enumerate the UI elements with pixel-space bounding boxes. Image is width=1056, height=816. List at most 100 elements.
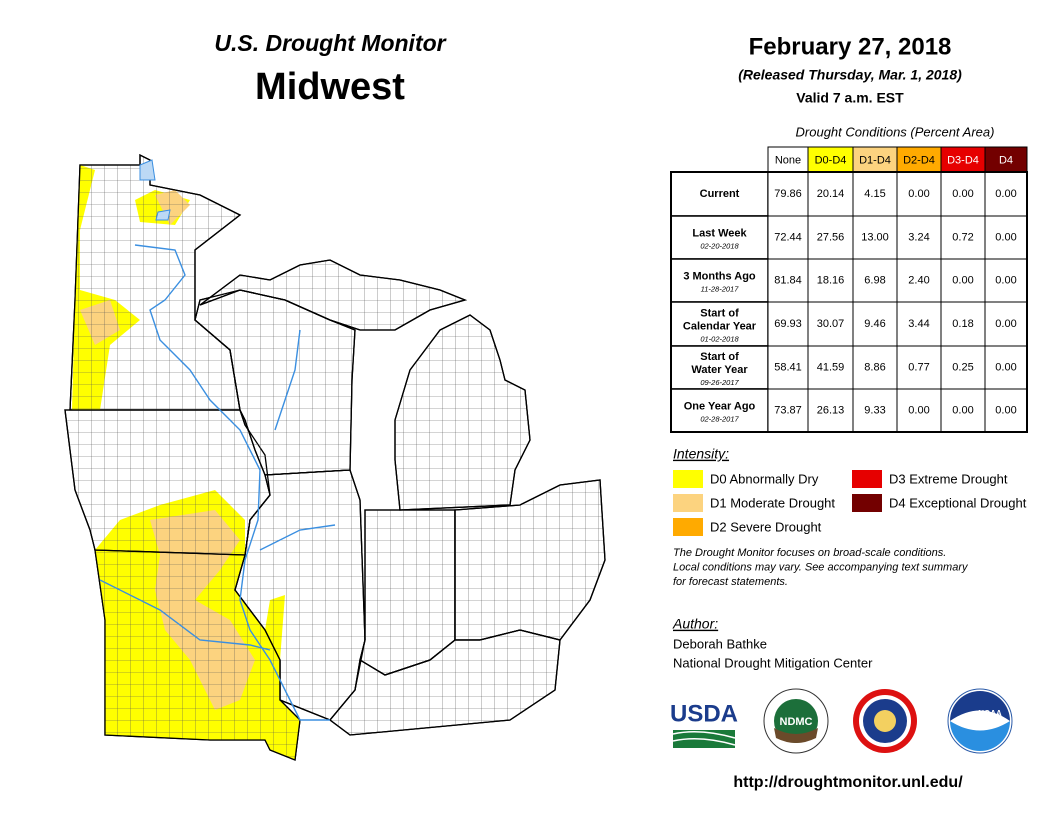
value: 30.07 <box>817 318 845 330</box>
value: 0.00 <box>995 231 1016 243</box>
row-label: Water Year <box>691 364 748 376</box>
value-cell <box>807 345 854 390</box>
legend-title: Intensity: <box>673 446 729 462</box>
value: 0.00 <box>908 404 929 416</box>
region-title: Midwest <box>255 66 405 108</box>
value: 8.86 <box>864 361 885 373</box>
usda-logo-text: USDA <box>670 700 738 727</box>
row-label: Start of <box>700 351 739 363</box>
value-cell <box>852 215 898 260</box>
lakes <box>139 159 171 221</box>
legend-swatch <box>852 494 882 512</box>
legend-label: D1 Moderate Drought <box>710 495 835 510</box>
legend-swatch <box>852 470 882 488</box>
logos <box>672 688 1013 754</box>
row-label-cell <box>670 215 769 260</box>
value: 0.00 <box>952 274 973 286</box>
value-cell <box>940 258 986 303</box>
column-header: D1-D4 <box>859 154 891 166</box>
value-cell <box>852 301 898 347</box>
value-cell <box>767 388 809 433</box>
value: 58.41 <box>774 361 802 373</box>
disclaimer-note: The Drought Monitor focuses on broad-sca… <box>673 547 946 559</box>
value: 0.72 <box>952 231 973 243</box>
value: 18.16 <box>817 274 845 286</box>
author-line: Deborah Bathke <box>673 636 767 651</box>
legend-label: D3 Extreme Drought <box>889 471 1008 486</box>
column-header-cell <box>940 146 986 173</box>
column-header-cell <box>896 146 942 173</box>
legend-label: D0 Abnormally Dry <box>710 471 819 486</box>
value-cell <box>807 301 854 347</box>
value: 3.24 <box>908 231 929 243</box>
county-lines <box>64 153 606 761</box>
value-cell <box>852 388 898 433</box>
value-cell <box>807 258 854 303</box>
value-cell <box>940 171 986 217</box>
row-label: Calendar Year <box>683 320 757 332</box>
noaa-logo-text: NOAA <box>978 709 1002 718</box>
value: 0.18 <box>952 318 973 330</box>
value-cell <box>807 388 854 433</box>
value-cell <box>940 345 986 390</box>
value: 26.13 <box>817 404 845 416</box>
valid-time: Valid 7 a.m. EST <box>796 90 904 106</box>
value: 0.00 <box>995 188 1016 200</box>
value: 79.86 <box>774 188 802 200</box>
value-cell <box>896 388 942 433</box>
disclaimer-note: for forecast statements. <box>673 576 788 588</box>
row-label: 3 Months Ago <box>683 270 756 282</box>
value-cell <box>767 215 809 260</box>
value: 9.46 <box>864 318 885 330</box>
row-label: Current <box>700 188 740 200</box>
row-date: 02-20-2018 <box>700 241 739 250</box>
value: 4.15 <box>864 188 885 200</box>
column-header: D2-D4 <box>903 154 935 166</box>
value: 2.40 <box>908 274 929 286</box>
value-cell <box>940 388 986 433</box>
disclaimer-note: Local conditions may vary. See accompany… <box>673 561 969 573</box>
legend-label: D2 Severe Drought <box>710 519 822 534</box>
program-title: U.S. Drought Monitor <box>214 30 446 56</box>
column-header: D3-D4 <box>947 154 979 166</box>
value-cell <box>984 388 1028 433</box>
value: 3.44 <box>908 318 929 330</box>
legend-swatch <box>673 494 703 512</box>
row-label: Last Week <box>692 227 747 239</box>
value: 0.00 <box>952 404 973 416</box>
value: 0.00 <box>995 274 1016 286</box>
legend-label: D4 Exceptional Drought <box>889 495 1027 510</box>
legend-swatch <box>673 518 703 536</box>
value: 41.59 <box>817 361 845 373</box>
row-label: One Year Ago <box>684 400 756 412</box>
value: 0.00 <box>952 188 973 200</box>
release-date: (Released Thursday, Mar. 1, 2018) <box>738 67 962 83</box>
map-date: February 27, 2018 <box>749 33 952 60</box>
value-cell <box>896 345 942 390</box>
value: 0.25 <box>952 361 973 373</box>
ndmc-logo-text: NDMC <box>780 716 813 728</box>
value: 27.56 <box>817 231 845 243</box>
value-cell <box>984 301 1028 347</box>
value-cell <box>984 258 1028 303</box>
value-cell <box>767 171 809 217</box>
value-cell <box>984 215 1028 260</box>
conditions-table: None D0-D4 D1-D4 D2-D4 D3-D4 D4 Current 79.86 20… <box>670 146 1028 433</box>
value: 81.84 <box>774 274 802 286</box>
legend: Intensity: D0 Abnormally Dry D1 Moderate D… <box>672 446 1027 671</box>
column-header: D0-D4 <box>815 154 847 166</box>
value: 9.33 <box>864 404 885 416</box>
table-caption: Drought Conditions (Percent Area) <box>796 124 995 139</box>
value: 0.00 <box>995 404 1016 416</box>
row-date: 09-26-2017 <box>700 378 739 387</box>
value: 0.77 <box>908 361 929 373</box>
value: 0.00 <box>995 361 1016 373</box>
row-label: Start of <box>700 307 739 319</box>
legend-swatch <box>673 470 703 488</box>
row-date: 02-28-2017 <box>700 414 739 423</box>
value: 69.93 <box>774 318 802 330</box>
value: 20.14 <box>817 188 845 200</box>
value: 0.00 <box>908 188 929 200</box>
